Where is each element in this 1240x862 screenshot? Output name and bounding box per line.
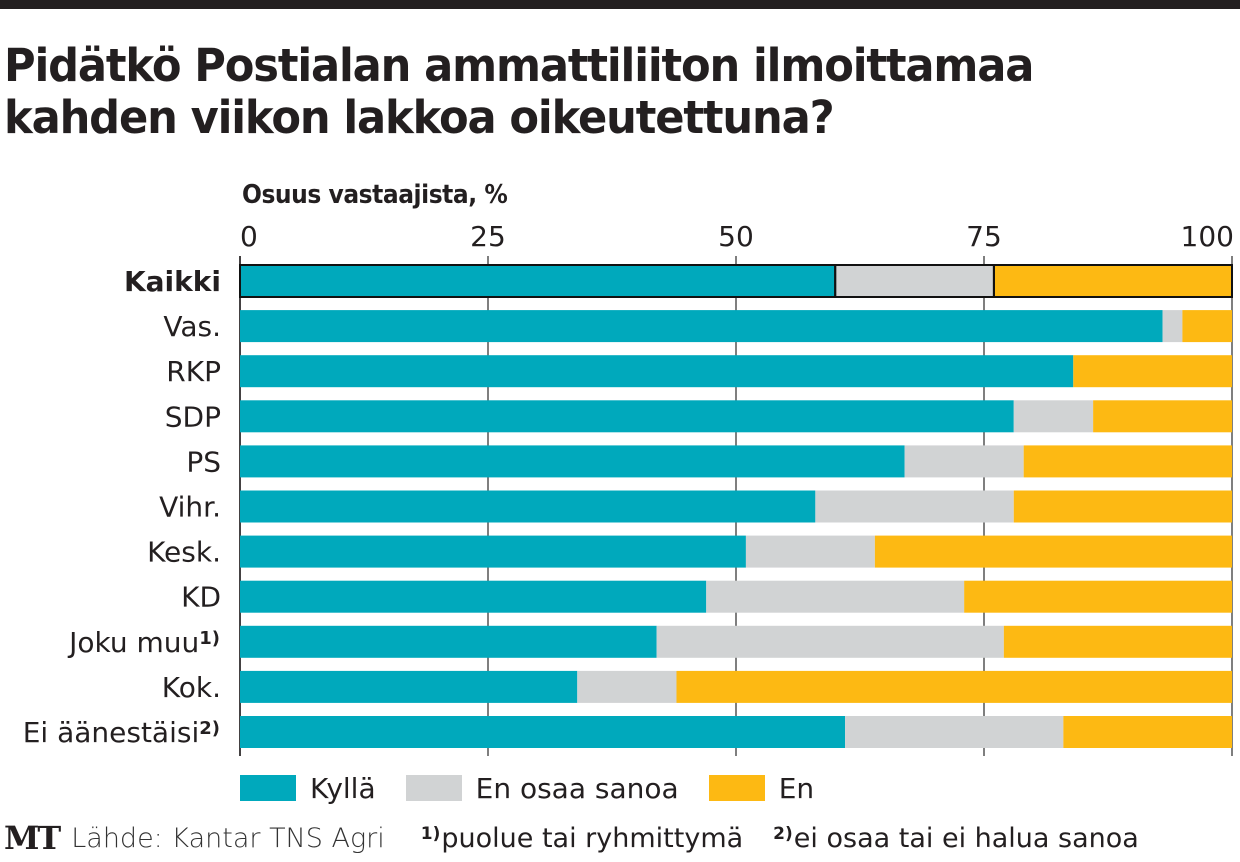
bar-joku-muu-en [1003,625,1232,658]
category-label-ps: PS [186,445,221,478]
x-axis-title: Osuus vastaajista, % [242,180,508,210]
legend-swatch-en-osaa-sanoa [405,775,462,801]
x-tick-label-75: 75 [966,220,1002,253]
bar-vas-en-osaa-sanoa [1162,310,1183,343]
category-label-text: KD [181,581,221,614]
bar-kaikki-kylla [240,265,836,297]
category-label-text: Vas. [163,310,221,343]
category-labels: Kaikki Vas. RKP SDP PS Vihr. Kesk. KD Joku muu1)… [23,265,221,749]
legend-swatch-en [708,775,765,801]
bar-row-ei-aanestaisi [240,716,1232,748]
bar-vihr-en [1013,490,1232,523]
legend: Kyllä En osaa sanoa En [240,770,844,806]
x-tick-label-50: 50 [718,220,754,253]
bar-vas-en [1182,310,1232,343]
legend-item-en: En [708,771,815,805]
category-label-text: Vihr. [159,491,221,524]
bar-row-kaikki [239,264,1233,298]
bar-kok-en [676,670,1232,703]
bar-row-sdp [240,400,1232,433]
bar-outline-kaikki-en [992,264,1233,298]
bar-kd-en [964,580,1232,613]
x-tick-labels: 0 25 50 75 100 [240,220,1234,253]
bar-row-kok [240,670,1232,703]
bar-kd-kylla [240,580,707,613]
bar-ei-aanestaisi-en-osaa-sanoa [845,716,1064,748]
bar-sdp-kylla [240,400,1014,433]
category-label-text: Kaikki [124,265,221,298]
footnote-1: 1)puolue tai ryhmittymä [421,823,743,854]
bar-ps-en [1023,445,1232,478]
source-text: Lähde: Kantar TNS Agri [71,822,385,854]
x-tick-label-0: 0 [240,220,258,253]
bar-rkp-kylla [240,355,1074,388]
bar-kd-en-osaa-sanoa [706,580,965,613]
bar-row-ps [240,445,1232,478]
bar-row-kesk [240,535,1232,568]
category-label-text: RKP [166,355,221,388]
bar-kok-en-osaa-sanoa [577,670,677,703]
bar-kaikki-en-osaa-sanoa [835,265,994,297]
bar-row-vihr [240,490,1232,523]
category-label-text: Joku muu [67,626,199,659]
chart-title: Pidätkö Postialan ammattiliiton ilmoitta… [4,39,1034,144]
bar-row-vas [240,310,1232,343]
bar-vihr-en-osaa-sanoa [815,490,1014,523]
legend-label-en-osaa-sanoa: En osaa sanoa [475,771,679,805]
category-label-joku-muu: Joku muu1) [67,626,220,659]
mt-logo: MT [4,819,61,857]
bar-row-rkp [240,355,1232,388]
category-label-text: SDP [165,400,221,433]
legend-label-kylla: Kyllä [310,771,376,805]
bar-kesk-en [874,535,1232,568]
legend-item-en-osaa-sanoa: En osaa sanoa [405,771,679,805]
category-label-vihr: Vihr. [159,491,221,524]
footnote-2-text: ei osaa tai ei halua sanoa [793,822,1139,854]
category-label-kaikki: Kaikki [124,265,221,298]
category-label-rkp: RKP [166,355,221,388]
category-label-vas: Vas. [163,310,221,343]
legend-label-en: En [778,771,815,805]
footnote-1-text: puolue tai ryhmittymä [441,822,744,854]
x-tick-label-25: 25 [470,220,506,253]
category-label-kok: Kok. [162,671,221,704]
category-label-ei-aanestaisi: Ei äänestäisi2) [23,716,220,749]
bar-ei-aanestaisi-kylla [240,716,846,748]
x-tick-label-100: 100 [1181,220,1234,253]
legend-item-kylla: Kyllä [240,772,376,805]
bar-vihr-kylla [240,490,816,523]
footer: MT Lähde: Kantar TNS Agri 1)puolue tai r… [4,818,1169,858]
bar-row-kd [240,580,1232,613]
bar-ps-en-osaa-sanoa [904,445,1024,478]
bar-kok-kylla [240,670,578,703]
category-label-kd: KD [181,581,221,614]
bar-ei-aanestaisi-en [1063,716,1232,748]
category-label-text: Ei äänestäisi [23,716,200,749]
category-label-text: Kok. [162,671,221,704]
bar-row-joku-muu [240,625,1232,658]
top-rule [0,0,1240,9]
bar-rkp-en [1073,355,1232,388]
footnote-1-marker: 1) [420,823,441,844]
category-label-sdp: SDP [165,400,221,433]
bar-joku-muu-kylla [240,625,657,658]
category-label-footnote-marker: 1) [199,628,220,649]
legend-swatch-kylla [240,775,296,801]
bar-sdp-en-osaa-sanoa [1013,400,1094,433]
bars [239,264,1233,748]
category-label-footnote-marker: 2) [199,718,220,739]
bar-sdp-en [1093,400,1232,433]
category-label-text: PS [186,445,221,478]
bar-ps-kylla [240,445,905,478]
bar-joku-muu-en-osaa-sanoa [656,625,1004,658]
bar-kaikki-en [993,265,1232,297]
bar-vas-kylla [240,310,1163,343]
category-label-kesk: Kesk. [147,536,221,569]
footnote-2-marker: 2) [773,823,793,844]
bar-kesk-en-osaa-sanoa [745,535,875,568]
category-label-text: Kesk. [147,536,221,569]
footnote-2: 2)ei osaa tai ei halua sanoa [773,823,1139,854]
bar-kesk-kylla [240,535,746,568]
